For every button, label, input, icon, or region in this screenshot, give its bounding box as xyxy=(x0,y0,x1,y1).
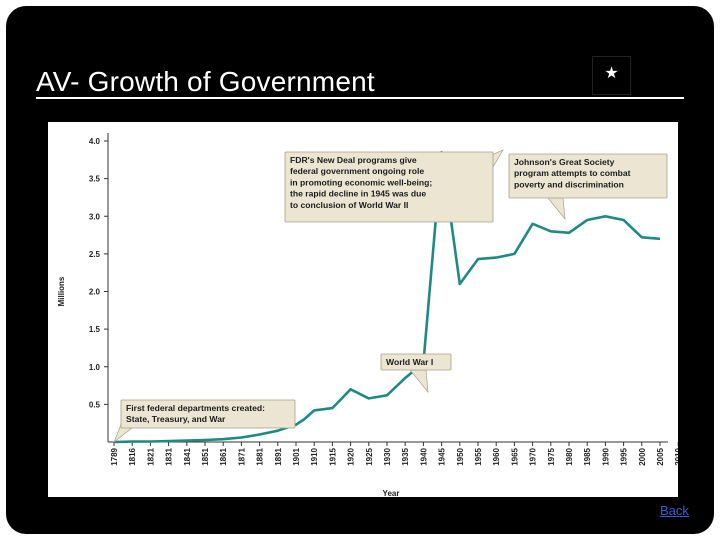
x-tick-label: 1970 xyxy=(529,447,538,465)
x-tick-label: 1950 xyxy=(456,447,465,465)
y-tick-label: 3.5 xyxy=(89,175,101,184)
callout-pointer xyxy=(409,369,429,394)
x-tick-label: 1816 xyxy=(128,447,137,465)
x-tick-label: 2000 xyxy=(638,447,647,465)
series-line xyxy=(113,150,661,444)
callout-text: FDR's New Deal programs give xyxy=(290,155,417,165)
y-tick-label: 1.5 xyxy=(89,325,101,334)
x-tick-label: 1930 xyxy=(383,447,392,465)
callout-text: program attempts to combat xyxy=(514,168,631,178)
x-tick-label: 1975 xyxy=(547,447,556,465)
y-axis-label: Millions xyxy=(57,276,66,306)
x-tick-label: 1901 xyxy=(292,447,301,465)
y-tick-label: 2.5 xyxy=(89,250,101,259)
x-tick-label: 1935 xyxy=(401,447,410,465)
x-tick-label: 1891 xyxy=(274,447,283,465)
x-tick-label: 1965 xyxy=(510,447,519,465)
x-tick-label: 1995 xyxy=(620,447,629,465)
x-tick-label: 1821 xyxy=(146,447,155,465)
x-tick-label: 1910 xyxy=(310,447,319,465)
x-tick-label: 1831 xyxy=(165,447,174,465)
x-tick-label: 1945 xyxy=(438,447,447,465)
x-tick-label: 1851 xyxy=(201,447,210,465)
x-tick-label: 2005 xyxy=(656,447,665,465)
callout-text: Johnson's Great Society xyxy=(514,157,615,167)
callout-pointer xyxy=(547,197,566,221)
growth-chart: 4.0 3.5 3.0 2.5 2.0 1.5 1.0 0.5 Millions 1789 1816… xyxy=(57,133,683,498)
y-tick-label: 1.0 xyxy=(89,363,101,372)
back-link[interactable]: Back xyxy=(660,503,689,518)
x-tick-label: 1881 xyxy=(256,447,265,465)
callout-box xyxy=(120,399,296,429)
x-tick-label: 1980 xyxy=(565,447,574,465)
callout-text: federal government ongoing role xyxy=(290,166,424,176)
callout-box xyxy=(508,153,668,199)
x-tick-label: 1841 xyxy=(183,447,192,465)
x-tick-label: 1985 xyxy=(583,447,592,465)
callout-text: World War I xyxy=(386,357,433,367)
star-icon[interactable]: ★ xyxy=(592,56,631,95)
y-tick-label: 4.0 xyxy=(89,137,101,146)
x-tick-label: 1871 xyxy=(237,447,246,465)
y-tick-label: 0.5 xyxy=(89,400,101,409)
callout-text: poverty and discrimination xyxy=(514,179,624,189)
x-tick-label: 1915 xyxy=(328,447,337,465)
x-tick-label: 1789 xyxy=(110,447,119,465)
callout-text: the rapid decline in 1945 was due xyxy=(290,189,426,199)
callout-text: to conclusion of World War II xyxy=(290,200,408,210)
x-tick-label: 1920 xyxy=(347,447,356,465)
callout-text: State, Treasury, and War xyxy=(126,414,226,424)
x-tick-label: 1861 xyxy=(219,447,228,465)
callout-text: in promoting economic well-being; xyxy=(290,177,432,187)
y-tick-label: 2.0 xyxy=(89,288,101,297)
chart-container: 4.0 3.5 3.0 2.5 2.0 1.5 1.0 0.5 Millions 1789 1816… xyxy=(48,122,683,498)
callout-text: First federal departments created: xyxy=(126,403,265,413)
x-tick-label: 1990 xyxy=(601,447,610,465)
x-tick-label: 1940 xyxy=(419,447,428,465)
slide: AV- Growth of Government ★ 4.0 3.5 3.0 2.5 2… xyxy=(6,6,714,534)
slide-title: AV- Growth of Government xyxy=(36,66,375,97)
x-tick-label: 1955 xyxy=(474,447,483,465)
x-tick-label: 1925 xyxy=(365,447,374,465)
callout-box xyxy=(284,151,494,223)
y-tick-label: 3.0 xyxy=(89,212,101,221)
x-tick-label: 1960 xyxy=(492,447,501,465)
callout-box xyxy=(380,353,452,371)
title-underline xyxy=(36,97,684,99)
x-axis-label: Year xyxy=(383,489,400,497)
x-tick-label: 2010 xyxy=(674,447,678,465)
